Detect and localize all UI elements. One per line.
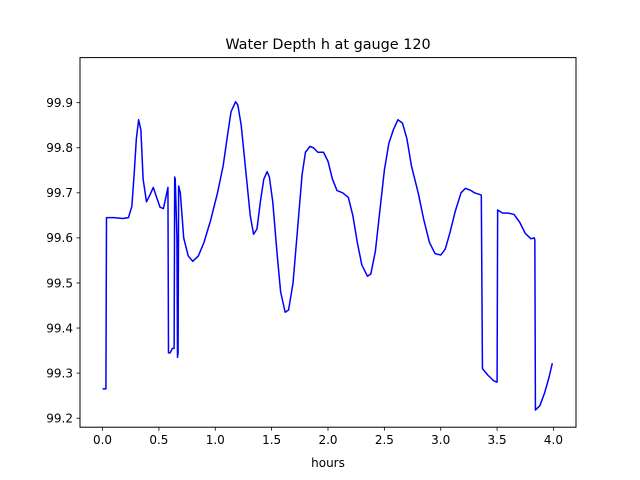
series-line-0 [102, 101, 554, 411]
x-tick-label: 2.5 [375, 433, 394, 447]
y-tick-label: 99.8 [46, 141, 73, 155]
plot-frame [79, 57, 577, 428]
x-tick-label: 3.5 [488, 433, 507, 447]
x-tick-label: 1.5 [262, 433, 281, 447]
x-tick-label: 3.0 [431, 433, 450, 447]
axis-ticks: 0.0 0.5 1.0 1.5 2.0 2.5 3.0 3.5 4.0 99.2 99.3 99.4 9… [46, 96, 563, 447]
y-tick-label: 99.2 [46, 411, 73, 425]
plot-area [102, 101, 554, 411]
y-tick-label: 99.4 [46, 321, 73, 335]
x-tick-label: 0.5 [149, 433, 168, 447]
y-tick-label: 99.3 [46, 366, 73, 380]
y-tick-label: 99.6 [46, 231, 73, 245]
y-tick-label: 99.5 [46, 276, 73, 290]
x-axis-label: hours [311, 456, 345, 470]
x-tick-label: 2.0 [318, 433, 337, 447]
x-tick-label: 1.0 [206, 433, 225, 447]
y-tick-label: 99.9 [46, 96, 73, 110]
chart-title: Water Depth h at gauge 120 [225, 37, 430, 53]
x-tick-label: 4.0 [544, 433, 563, 447]
x-tick-label: 0.0 [93, 433, 112, 447]
y-tick-label: 99.7 [46, 186, 73, 200]
